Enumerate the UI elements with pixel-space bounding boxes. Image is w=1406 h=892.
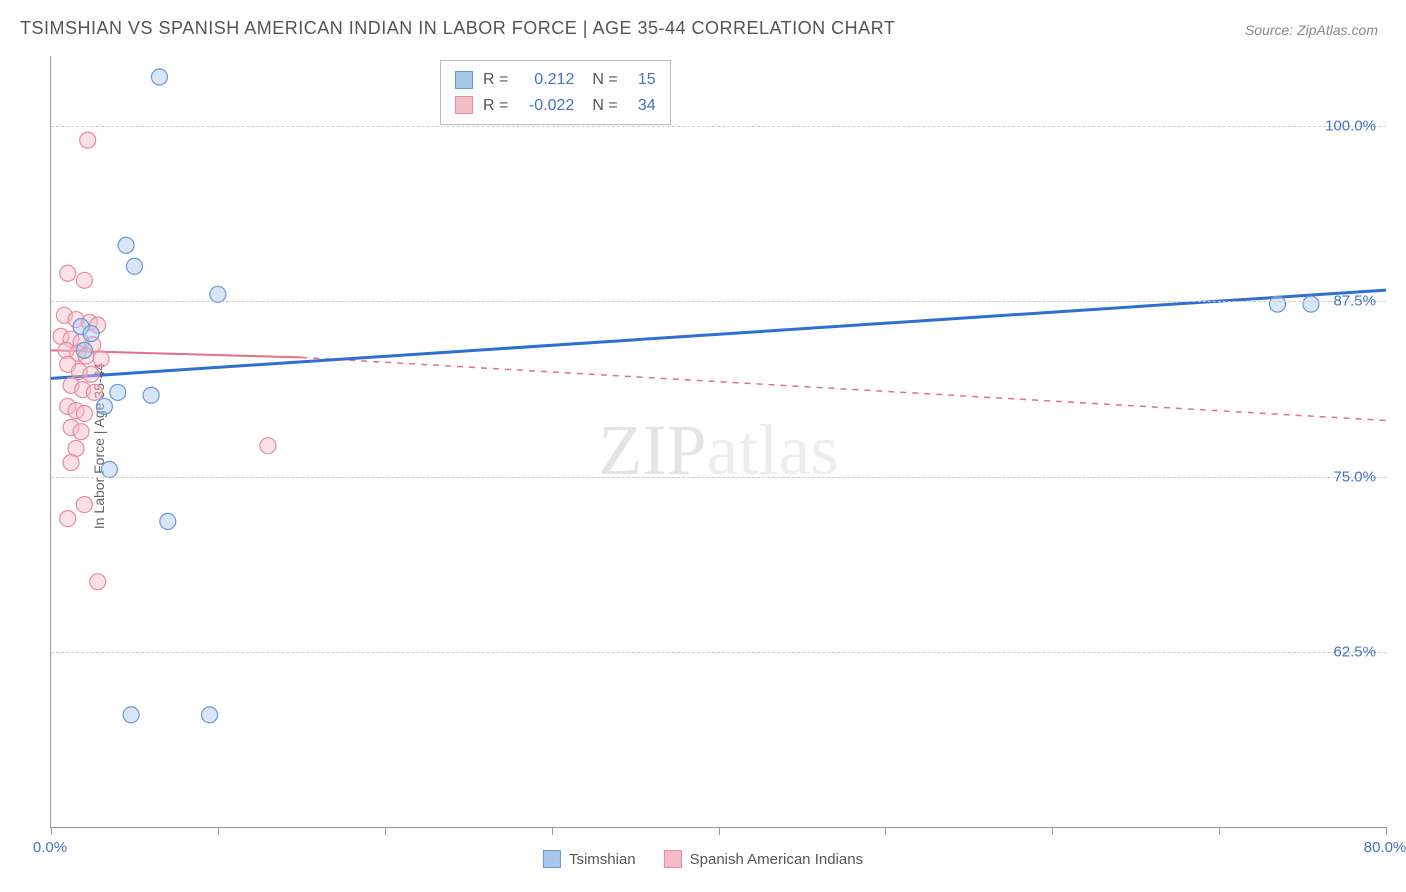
x-tick-label: 0.0%	[33, 839, 67, 856]
n-value: 34	[628, 93, 656, 119]
r-label: R =	[483, 67, 508, 93]
chart-container: TSIMSHIAN VS SPANISH AMERICAN INDIAN IN …	[0, 0, 1406, 892]
x-tick	[51, 827, 52, 835]
plot-area: ZIPatlas	[50, 56, 1386, 828]
x-tick	[885, 827, 886, 835]
legend-label: Tsimshian	[569, 851, 636, 868]
legend-swatch	[664, 850, 682, 868]
gridline	[51, 652, 1386, 653]
stats-row: R = -0.022 N = 34	[455, 93, 656, 119]
gridline	[51, 477, 1386, 478]
x-tick	[218, 827, 219, 835]
stats-swatch	[455, 71, 473, 89]
x-tick	[385, 827, 386, 835]
x-tick	[1219, 827, 1220, 835]
y-tick-label: 100.0%	[1325, 118, 1376, 135]
legend-bottom: Tsimshian Spanish American Indians	[543, 850, 863, 868]
gridline	[51, 301, 1386, 302]
gridline	[51, 126, 1386, 127]
stats-swatch	[455, 96, 473, 114]
stats-legend-box: R = 0.212 N = 15 R = -0.022 N = 34	[440, 60, 671, 125]
r-label: R =	[483, 93, 508, 119]
legend-item: Tsimshian	[543, 850, 636, 868]
n-value: 15	[628, 67, 656, 93]
x-tick-label: 80.0%	[1364, 839, 1406, 856]
r-value: -0.022	[518, 93, 574, 119]
x-tick	[1052, 827, 1053, 835]
legend-swatch	[543, 850, 561, 868]
n-label: N =	[592, 67, 617, 93]
x-tick	[719, 827, 720, 835]
y-tick-label: 62.5%	[1333, 643, 1376, 660]
chart-title: TSIMSHIAN VS SPANISH AMERICAN INDIAN IN …	[20, 18, 895, 39]
legend-item: Spanish American Indians	[664, 850, 863, 868]
stats-row: R = 0.212 N = 15	[455, 67, 656, 93]
x-tick	[552, 827, 553, 835]
plot-svg	[51, 56, 1386, 827]
x-tick	[1386, 827, 1387, 835]
source-attribution: Source: ZipAtlas.com	[1245, 22, 1378, 38]
y-tick-label: 75.0%	[1333, 468, 1376, 485]
n-label: N =	[592, 93, 617, 119]
r-value: 0.212	[518, 67, 574, 93]
y-tick-label: 87.5%	[1333, 293, 1376, 310]
legend-label: Spanish American Indians	[690, 851, 863, 868]
